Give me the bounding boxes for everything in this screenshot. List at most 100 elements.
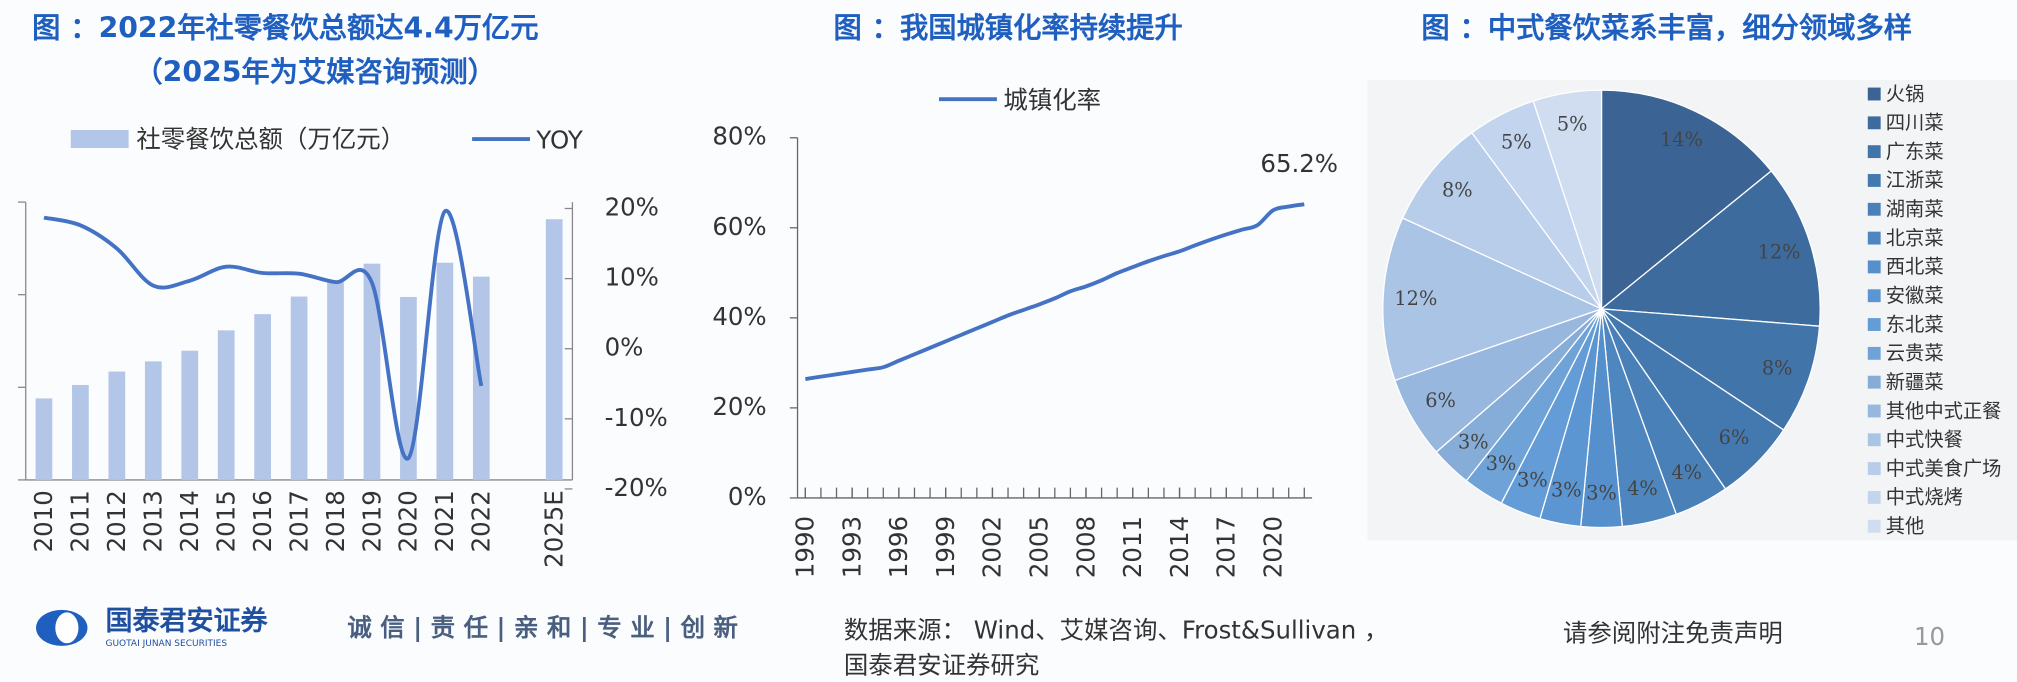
x-tick-label: 2021 — [430, 490, 459, 552]
pie-slice — [1401, 131, 1604, 311]
slice-label: 5% — [1501, 131, 1532, 154]
legend-label: 中式快餐 — [1886, 428, 1963, 451]
legend-label: 四川菜 — [1886, 111, 1944, 134]
y-tick-label: 60% — [712, 212, 766, 241]
legend-label: 湖南菜 — [1886, 198, 1944, 221]
x-tick-label: 2025E — [539, 490, 568, 568]
legend-swatch — [1867, 490, 1881, 504]
y-tick-label: 40% — [712, 302, 766, 331]
x-tick-label: 2014 — [175, 490, 204, 552]
bar — [290, 296, 308, 480]
legend-swatch — [1867, 202, 1881, 216]
legend-label: 城镇化率 — [1003, 86, 1101, 115]
x-tick-label: 2011 — [1118, 516, 1147, 578]
bar — [217, 330, 235, 480]
company: 国泰君安证券 — [105, 605, 268, 637]
y-tick-label: 80% — [712, 122, 766, 151]
slice-label: 8% — [1762, 357, 1793, 380]
bar — [400, 297, 417, 480]
bar — [363, 263, 381, 480]
legend-label: 东北菜 — [1886, 313, 1944, 336]
legend-label: 广东菜 — [1886, 140, 1944, 163]
legend-label: 北京菜 — [1886, 226, 1944, 249]
x-tick-label: 2017 — [284, 490, 313, 552]
x-tick-label: 1996 — [884, 516, 913, 578]
bar — [108, 371, 126, 480]
disclaimer: 请参阅附注免责声明 — [1563, 618, 1783, 647]
line — [805, 202, 1305, 381]
x-tick-label: 2010 — [29, 490, 58, 552]
x-tick-label: 2014 — [1165, 516, 1194, 578]
x-tick-label: 2011 — [66, 490, 95, 552]
page-number: 10 — [1914, 622, 1945, 651]
x-tick-label: 2008 — [1071, 516, 1100, 578]
x-tick-label: 2013 — [139, 490, 168, 552]
slice-label: 12% — [1394, 287, 1437, 310]
pie-slice — [1600, 89, 1773, 311]
x-tick-label: 2020 — [394, 490, 423, 552]
legend-label: 安徽菜 — [1886, 284, 1944, 307]
slice-label: 4% — [1627, 477, 1658, 500]
annotation: 65.2% — [1260, 149, 1338, 178]
legend-swatch — [1867, 519, 1881, 533]
legend-label: 云贵菜 — [1886, 342, 1944, 365]
x-tick-label: 2002 — [978, 516, 1007, 578]
bar — [181, 350, 199, 480]
pie-slice — [1382, 217, 1604, 382]
bar — [327, 282, 344, 480]
y2-tick-label: 0% — [605, 333, 644, 362]
slice-label: 12% — [1758, 241, 1801, 264]
pie-slice — [1532, 89, 1603, 310]
legend-swatch — [1867, 404, 1881, 418]
legend-swatch — [1867, 375, 1881, 389]
slice-label: 8% — [1442, 179, 1473, 202]
bar — [436, 262, 454, 480]
x-tick-label: 2012 — [102, 490, 131, 552]
x-tick-label: 2017 — [1212, 516, 1241, 578]
bar — [35, 398, 53, 480]
x-tick-label: 1993 — [837, 516, 866, 578]
chart-subtitle: （2025年为艾媒咨询预测） — [134, 55, 496, 88]
slice-label: 4% — [1671, 461, 1702, 484]
slice-label: 6% — [1719, 426, 1750, 449]
slice-label: 6% — [1425, 389, 1456, 412]
logo — [55, 612, 79, 644]
x-tick-label: 2022 — [467, 490, 496, 552]
legend-swatch — [1867, 462, 1881, 476]
legend-swatch — [1867, 260, 1881, 274]
legend-label: 江浙菜 — [1886, 169, 1944, 192]
y-tick-label: 20% — [712, 392, 766, 421]
bar — [144, 361, 162, 480]
x-tick-label: 1999 — [931, 516, 960, 578]
legend-label: 西北菜 — [1886, 255, 1944, 278]
slice-label: 3% — [1517, 468, 1548, 491]
x-tick-label: 2019 — [357, 490, 386, 552]
slogan: 诚 信 | 责 任 | 亲 和 | 专 业 | 创 新 — [347, 613, 738, 642]
bar — [545, 219, 563, 480]
legend-label: 火锅 — [1886, 82, 1925, 105]
company-en: GUOTAI JUNAN SECURITIES — [105, 639, 227, 649]
x-tick-label: 2020 — [1258, 516, 1287, 578]
pie-slice — [1599, 308, 1821, 431]
legend-swatch — [1867, 174, 1881, 187]
legend-swatch — [1867, 231, 1881, 245]
legend-label: 新疆菜 — [1886, 370, 1944, 393]
legend-swatch — [1867, 289, 1881, 303]
chart-title: 图 ：2022年社零餐饮总额达4.4万亿元 — [32, 12, 538, 45]
legend-label: 中式烧烤 — [1886, 486, 1963, 509]
legend-label: YOY — [535, 126, 582, 155]
slice-label: 3% — [1458, 430, 1489, 453]
x-tick-label: 1990 — [791, 516, 820, 578]
slice-label: 14% — [1660, 128, 1703, 151]
chart-title: 图 ：我国城镇化率持续提升 — [834, 12, 1183, 45]
bar — [72, 384, 89, 480]
legend-label: 其他中式正餐 — [1886, 399, 2002, 422]
footer: 国泰君安证券 GUOTAI JUNAN SECURITIES 诚 信 | 责 任… — [36, 605, 1945, 679]
x-tick-label: 2016 — [248, 490, 277, 552]
y-tick-label: 0% — [728, 482, 767, 511]
pie-slice — [1599, 170, 1821, 327]
legend-label: 其他 — [1886, 515, 1925, 538]
y2-tick-label: -10% — [605, 403, 668, 432]
legend-swatch — [70, 130, 129, 149]
x-tick-label: 2005 — [1025, 516, 1054, 578]
